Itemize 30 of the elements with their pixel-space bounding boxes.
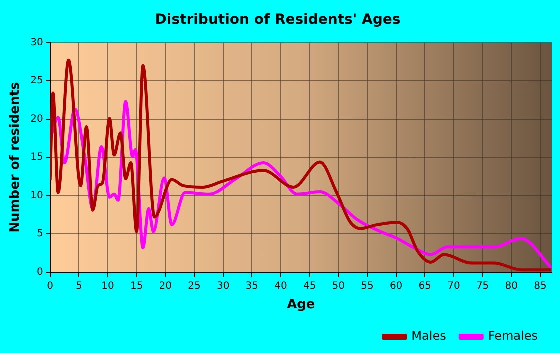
- y-tick-label: 0: [36, 266, 44, 278]
- y-tick-label: 20: [30, 114, 44, 125]
- x-tick-label: 65: [418, 280, 432, 292]
- x-tick-label: 50: [332, 280, 346, 292]
- x-tick-label: 75: [476, 280, 490, 292]
- y-tick-label: 15: [30, 152, 44, 164]
- y-tick-label: 5: [36, 228, 44, 240]
- y-tick-label: 25: [30, 76, 44, 87]
- y-tick-label: 10: [30, 190, 44, 202]
- y-tick-label: 30: [30, 37, 44, 48]
- x-tick-label: 0: [47, 280, 54, 292]
- x-tick-label: 55: [361, 280, 374, 292]
- x-tick-label: 10: [102, 280, 114, 292]
- x-tick-label: 30: [216, 280, 230, 292]
- x-tick-label: 60: [390, 280, 403, 292]
- x-tick-label: 80: [505, 280, 518, 292]
- x-axis-title: Age: [287, 298, 316, 313]
- x-tick-label: 70: [448, 280, 460, 292]
- x-tick-label: 35: [246, 280, 259, 292]
- x-tick-label: 20: [159, 280, 172, 292]
- x-tick-label: 25: [188, 280, 201, 292]
- y-axis-title: Number of residents: [8, 82, 24, 233]
- x-tick-label: 40: [274, 280, 288, 292]
- x-tick-label: 45: [303, 280, 316, 292]
- x-tick-label: 15: [130, 280, 144, 292]
- x-tick-label: 85: [534, 280, 547, 292]
- legend-label: Females: [488, 329, 538, 344]
- x-tick-label: 5: [76, 280, 82, 292]
- chart-title: Distribution of Residents' Ages: [155, 12, 401, 28]
- legend-label: Males: [412, 329, 446, 344]
